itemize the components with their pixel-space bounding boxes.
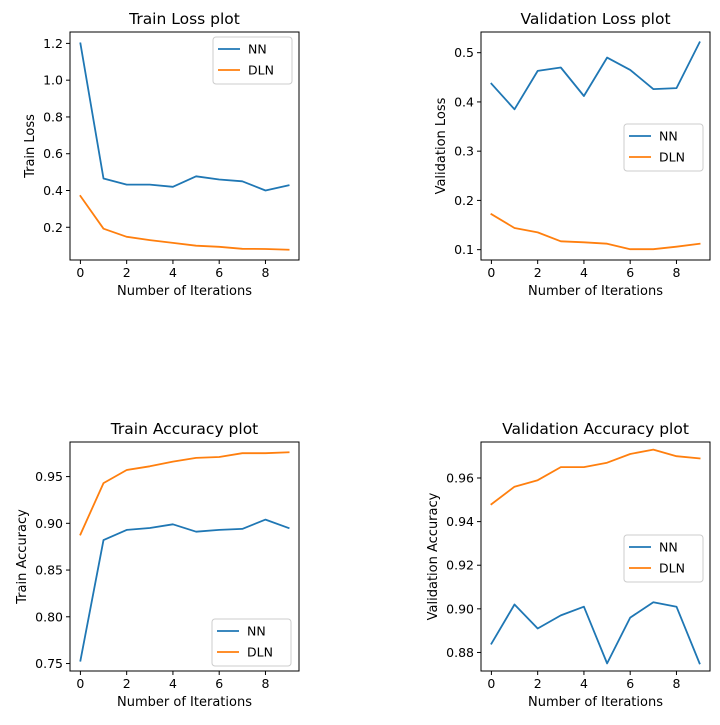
x-tick-label: 4 [580, 265, 588, 280]
y-tick-label: 0.95 [35, 469, 63, 484]
legend-label-nn: NN [659, 540, 678, 555]
x-tick-label: 0 [487, 265, 495, 280]
x-axis-label: Number of Iterations [117, 284, 252, 299]
x-axis-label: Number of Iterations [528, 695, 663, 710]
y-axis-label: Validation Loss [434, 97, 449, 194]
series-line-nn [79, 42, 290, 192]
x-tick-label: 8 [261, 676, 269, 691]
x-tick-label: 2 [534, 265, 542, 280]
x-tick-label: 6 [215, 676, 223, 691]
chart-panel-1: Train Loss plot 0 2 4 6 8 0.2 0.4 0.6 0.8 1.0 1.2 Nu… [23, 10, 300, 299]
plot-frame [480, 31, 711, 261]
x-tick-label: 0 [76, 265, 84, 280]
x-tick-label: 2 [123, 676, 131, 691]
chart-panel-3: Train Accuracy plot 0 2 4 6 8 0.75 0.80 0.85 0.90… [15, 420, 300, 710]
legend-label-nn: NN [247, 624, 266, 639]
y-tick-label: 0.2 [43, 220, 63, 235]
series-line-dln [79, 451, 290, 536]
plot-frame [69, 31, 300, 261]
plot-frame [480, 441, 711, 672]
y-tick-label: 0.8 [43, 109, 63, 124]
y-tick-label: 0.85 [35, 563, 63, 578]
y-tick-label: 0.6 [43, 146, 63, 161]
y-axis-label: Validation Accuracy [426, 492, 441, 620]
x-tick-label: 2 [123, 265, 131, 280]
y-tick-label: 0.90 [446, 601, 474, 616]
legend-label-nn: NN [659, 129, 678, 144]
x-axis-label: Number of Iterations [528, 284, 663, 299]
legend-label-dln: DLN [659, 150, 685, 165]
legend-label-dln: DLN [247, 645, 273, 660]
x-tick-label: 6 [626, 676, 634, 691]
chart-title: Validation Loss plot [520, 10, 670, 28]
y-tick-label: 0.88 [446, 645, 474, 660]
y-tick-label: 0.94 [446, 514, 474, 529]
y-tick-label: 0.5 [454, 45, 474, 60]
x-tick-label: 8 [672, 265, 680, 280]
x-tick-label: 2 [534, 676, 542, 691]
legend: NN DLN [211, 618, 292, 667]
x-tick-label: 0 [76, 676, 84, 691]
chart-title: Train Accuracy plot [110, 420, 259, 438]
y-axis-label: Train Accuracy [15, 509, 30, 605]
x-tick-label: 6 [215, 265, 223, 280]
x-tick-label: 8 [672, 676, 680, 691]
series-line-nn [79, 518, 290, 662]
y-tick-label: 1.2 [43, 36, 63, 51]
y-axis-label: Train Loss [23, 114, 38, 179]
series-line-dln [490, 448, 701, 506]
y-tick-label: 1.0 [43, 73, 63, 88]
y-tick-label: 0.80 [35, 609, 63, 624]
y-tick-label: 0.3 [454, 144, 474, 159]
y-tick-label: 0.2 [454, 193, 474, 208]
y-tick-label: 0.75 [35, 656, 63, 671]
x-tick-label: 4 [580, 676, 588, 691]
series-line-dln [490, 212, 701, 251]
y-tick-label: 0.92 [446, 558, 474, 573]
x-tick-label: 6 [626, 265, 634, 280]
legend: NN DLN [212, 36, 293, 85]
plot-frame [69, 441, 300, 672]
chart-panel-2: Validation Loss plot 0 2 4 6 8 0.1 0.2 0.3 0.4 0.5… [434, 10, 711, 299]
y-tick-label: 0.96 [446, 470, 474, 485]
x-tick-label: 8 [261, 265, 269, 280]
chart-title: Validation Accuracy plot [502, 420, 689, 438]
legend: NN DLN [623, 534, 704, 583]
series-line-nn [490, 41, 701, 111]
legend: NN DLN [623, 123, 704, 172]
y-tick-label: 0.90 [35, 516, 63, 531]
chart-title: Train Loss plot [128, 10, 240, 28]
legend-label-dln: DLN [248, 63, 274, 78]
legend-label-dln: DLN [659, 561, 685, 576]
legend-label-nn: NN [248, 42, 267, 57]
y-tick-label: 0.4 [454, 94, 474, 109]
y-tick-label: 0.4 [43, 183, 63, 198]
x-tick-label: 4 [169, 265, 177, 280]
chart-panel-4: Validation Accuracy plot 0 2 4 6 8 0.88 0.90 0.9… [426, 420, 711, 710]
y-tick-label: 0.1 [454, 242, 474, 257]
x-tick-label: 0 [487, 676, 495, 691]
series-line-dln [79, 194, 290, 251]
series-line-nn [490, 601, 701, 665]
x-axis-label: Number of Iterations [117, 695, 252, 710]
x-tick-label: 4 [169, 676, 177, 691]
